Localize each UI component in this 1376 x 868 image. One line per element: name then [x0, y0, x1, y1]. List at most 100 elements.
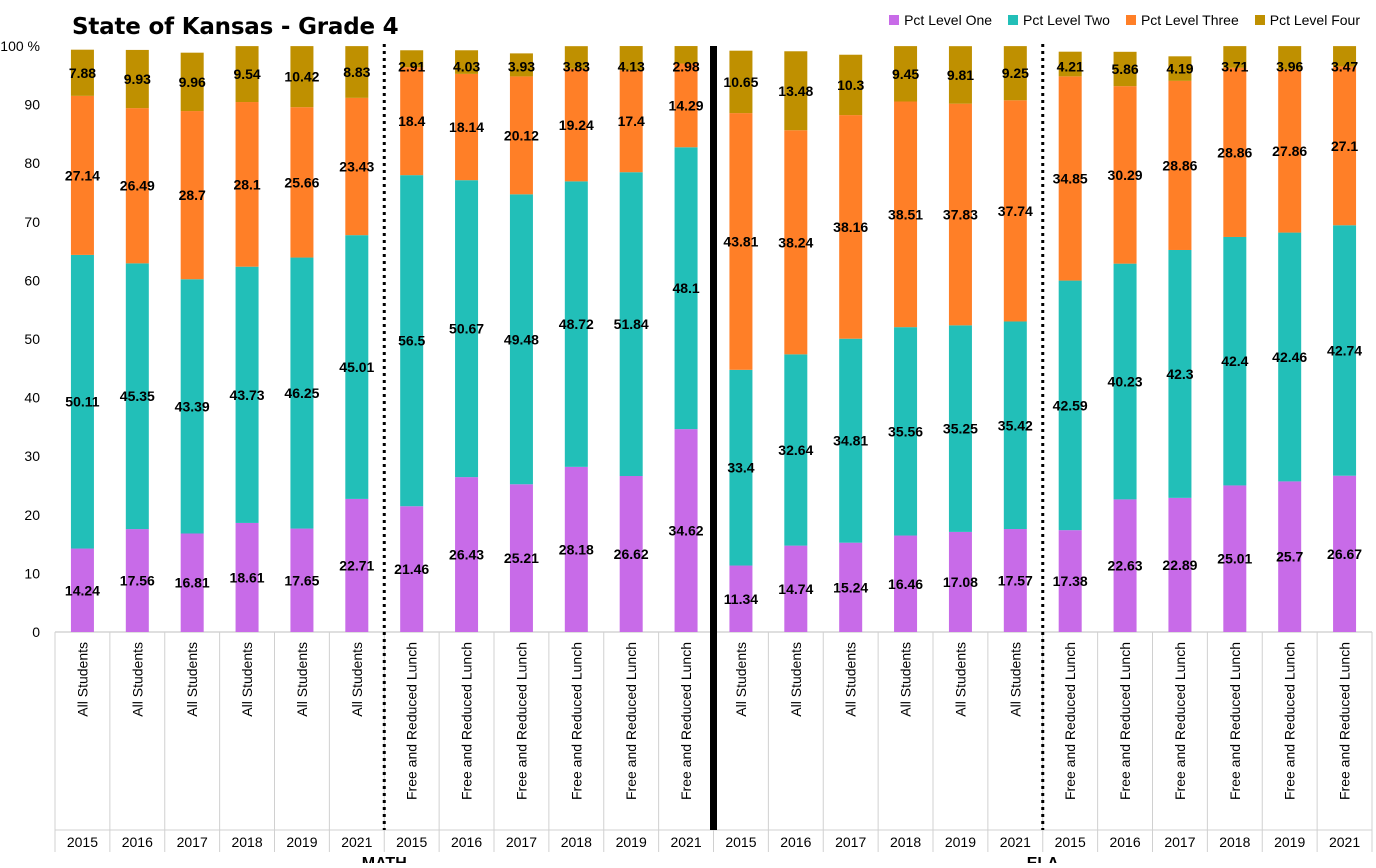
- data-label: 14.29: [669, 97, 704, 113]
- bar-segment-pct-level-three: [1168, 80, 1192, 250]
- y-tick-label: 70: [24, 214, 40, 230]
- bar-segment-pct-level-one: [784, 545, 808, 632]
- data-label: 37.74: [998, 203, 1033, 219]
- data-label: 18.14: [449, 119, 484, 135]
- category-label: All Students: [349, 642, 365, 717]
- category-label: All Students: [74, 642, 90, 717]
- bar-segment-pct-level-three: [619, 70, 643, 173]
- bar-segment-pct-level-one: [509, 484, 533, 632]
- bar-segment-pct-level-three: [1113, 86, 1137, 264]
- data-label: 43.81: [723, 233, 758, 249]
- category-label: Free and Reduced Lunch: [1282, 642, 1298, 800]
- data-label: 40.23: [1108, 374, 1143, 390]
- data-label: 3.71: [1221, 59, 1248, 75]
- bar-segment-pct-level-two: [1003, 321, 1027, 530]
- category-label: All Students: [1007, 642, 1023, 717]
- data-label: 27.86: [1272, 143, 1307, 159]
- bar-segment-pct-level-two: [70, 254, 94, 549]
- data-label: 50.11: [65, 394, 99, 410]
- data-label: 34.81: [833, 433, 868, 449]
- data-label: 2.98: [672, 59, 699, 75]
- category-label: All Students: [184, 642, 200, 717]
- bar-segment-pct-level-two: [1113, 263, 1137, 500]
- bar-segment-pct-level-two: [1058, 280, 1082, 531]
- data-label: 10.3: [837, 77, 864, 93]
- bar-segment-pct-level-four: [1113, 51, 1137, 87]
- year-label: 2017: [1164, 834, 1195, 850]
- bar-segment-pct-level-three: [1223, 67, 1247, 237]
- category-label: All Students: [294, 642, 310, 717]
- subject-label: ELA: [1027, 855, 1059, 863]
- category-label: All Students: [733, 642, 749, 717]
- bar-segment-pct-level-three: [1278, 69, 1302, 233]
- bar-segment-pct-level-one: [180, 533, 204, 632]
- data-label: 16.81: [175, 575, 210, 591]
- bar-segment-pct-level-one: [729, 565, 753, 632]
- data-label: 17.08: [943, 574, 978, 590]
- y-tick-label: 10: [24, 565, 40, 581]
- bar-segment-pct-level-four: [290, 46, 314, 108]
- data-label: 46.25: [284, 385, 319, 401]
- data-label: 51.84: [614, 316, 649, 332]
- data-label: 25.01: [1217, 551, 1252, 567]
- data-label: 7.88: [69, 65, 96, 81]
- bar-segment-pct-level-two: [619, 172, 643, 477]
- data-label: 34.85: [1053, 170, 1088, 186]
- data-label: 9.25: [1002, 65, 1029, 81]
- data-label: 50.67: [449, 321, 484, 337]
- data-label: 9.93: [124, 71, 151, 87]
- legend-swatch: [1008, 15, 1019, 25]
- bar-segment-pct-level-three: [180, 111, 204, 280]
- data-label: 42.46: [1272, 349, 1307, 365]
- legend-label: Pct Level Three: [1140, 12, 1239, 28]
- bar-segment-pct-level-two: [1223, 236, 1247, 486]
- data-label: 18.4: [398, 113, 425, 129]
- year-label: 2021: [670, 834, 701, 850]
- data-label: 26.62: [614, 546, 649, 562]
- data-label: 30.29: [1108, 167, 1143, 183]
- bar-segment-pct-level-two: [1278, 232, 1302, 482]
- data-label: 28.1: [233, 176, 260, 192]
- data-label: 10.42: [284, 69, 319, 85]
- legend-swatch: [1125, 15, 1136, 25]
- data-label: 35.42: [998, 417, 1033, 433]
- data-label: 33.4: [727, 460, 754, 476]
- y-tick-label: 0: [32, 624, 40, 640]
- legend-swatch: [1254, 15, 1265, 25]
- year-label: 2018: [231, 834, 262, 850]
- legend-label: Pct Level One: [904, 12, 993, 28]
- data-label: 11.34: [724, 591, 758, 607]
- bar-segment-pct-level-two: [674, 147, 698, 430]
- data-label: 18.61: [230, 569, 265, 585]
- y-tick-label: 20: [24, 507, 40, 523]
- data-label: 4.13: [618, 59, 645, 75]
- bar-segment-pct-level-two: [180, 279, 204, 534]
- bar-segment-pct-level-four: [70, 49, 94, 96]
- bar-segment-pct-level-three: [674, 63, 698, 148]
- bar-segment-pct-level-one: [1168, 497, 1192, 632]
- bar-segment-pct-level-one: [290, 528, 314, 632]
- data-label: 45.01: [339, 359, 374, 375]
- data-label: 27.14: [65, 167, 100, 183]
- data-label: 42.4: [1221, 353, 1248, 369]
- year-label: 2019: [945, 834, 976, 850]
- bar-segment-pct-level-four: [1223, 46, 1247, 68]
- year-label: 2015: [725, 834, 756, 850]
- bar-segment-pct-level-four: [894, 46, 918, 102]
- bar-segment-pct-level-three: [1333, 66, 1357, 226]
- bar-segment-pct-level-four: [674, 46, 698, 64]
- data-label: 28.18: [559, 541, 594, 557]
- data-label: 28.86: [1217, 144, 1252, 160]
- subject-label: MATH: [362, 855, 407, 863]
- year-label: 2015: [396, 834, 427, 850]
- data-label: 14.24: [65, 582, 100, 598]
- data-label: 20.12: [504, 127, 539, 143]
- year-label: 2019: [1274, 834, 1305, 850]
- legend-item: Pct Level Four: [1254, 12, 1360, 28]
- legend-item: Pct Level Two: [1008, 12, 1110, 28]
- legend-item: Pct Level One: [889, 12, 992, 28]
- bar-segment-pct-level-three: [1003, 100, 1027, 322]
- year-label: 2017: [177, 834, 208, 850]
- category-label: Free and Reduced Lunch: [568, 642, 584, 800]
